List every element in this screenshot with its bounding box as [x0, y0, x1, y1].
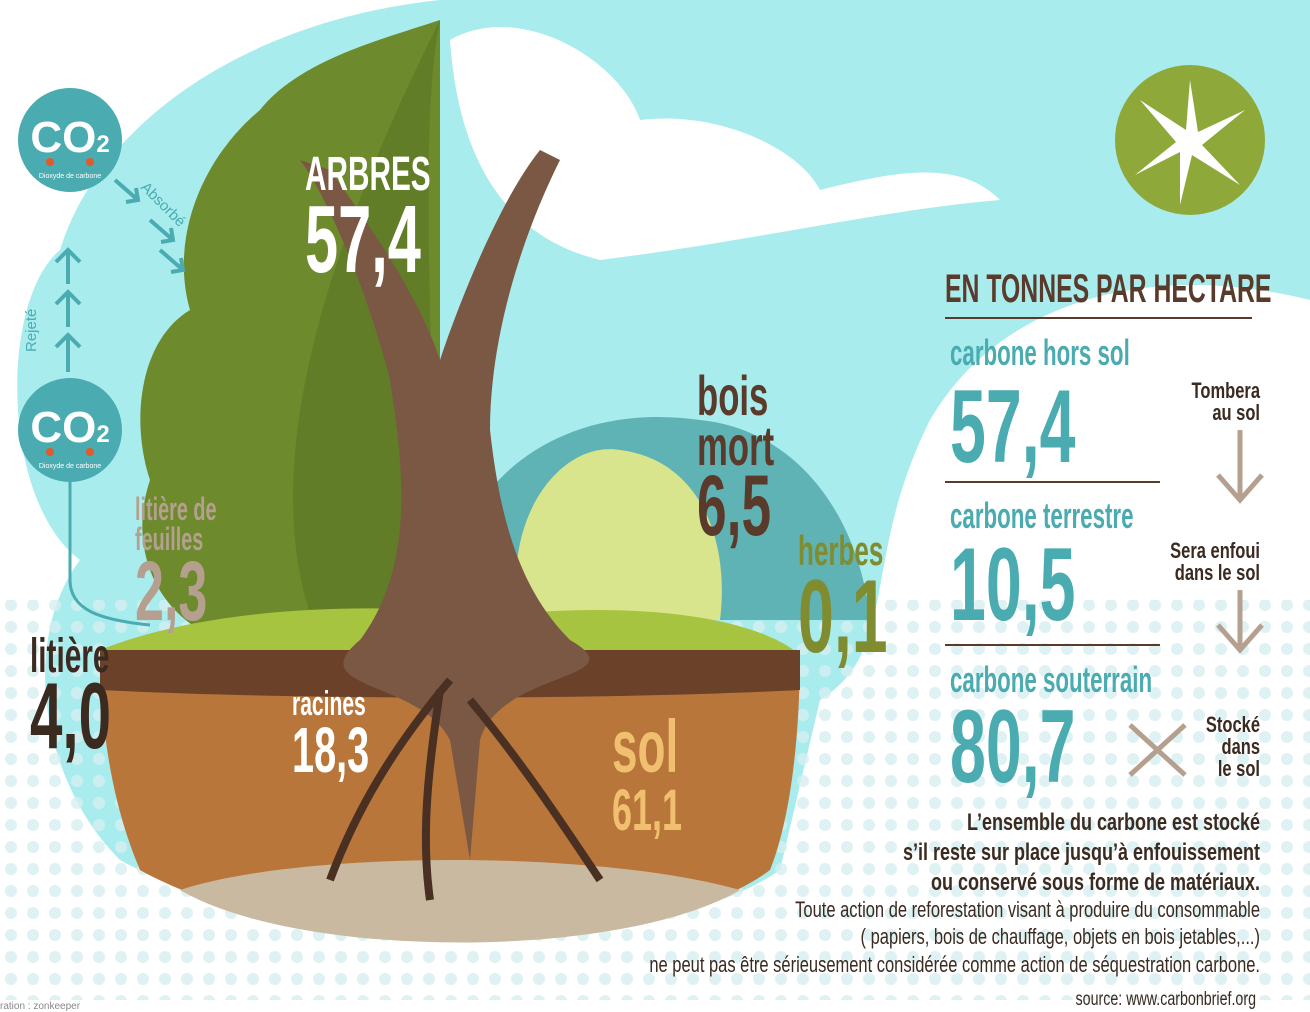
co2-caption: Dioxyde de carbone: [39, 173, 101, 180]
deadwood-value: 6,5: [697, 458, 771, 554]
summary-title: EN TONNES PAR HECTARE: [945, 267, 1271, 311]
deadwood-label: mort: [697, 415, 774, 478]
row-label: carbone hors sol: [950, 334, 1130, 374]
co2-symbol: CO: [30, 403, 96, 452]
row-label: carbone souterrain: [950, 661, 1152, 701]
co2-subscript: 2: [96, 131, 109, 158]
row-note: au sol: [1212, 401, 1260, 426]
row-value: 80,7: [950, 689, 1075, 804]
bold-line: L’ensemble du carbone est stocké: [967, 810, 1260, 836]
bold-line: ou conservé sous forme de matériaux.: [931, 870, 1260, 896]
connector: [68, 482, 151, 627]
released-label: Rejeté: [23, 309, 40, 352]
row-note: dans le sol: [1175, 561, 1260, 586]
credit: ration : zonkeeper: [0, 1001, 81, 1012]
co2-label: CO2: [30, 403, 109, 452]
row-note: Tombera: [1192, 379, 1261, 404]
litter-value: 4,0: [30, 663, 111, 769]
trunk: [300, 150, 590, 860]
co2-atom: [46, 448, 54, 456]
body-line: Toute action de reforestation visant à p…: [795, 898, 1260, 923]
cloud: [450, 27, 1000, 260]
row-note: dans: [1221, 735, 1260, 760]
litter-label: litière: [30, 630, 109, 683]
co2-bubble: [18, 88, 122, 192]
co2-atom: [46, 158, 54, 166]
row-note: le sol: [1218, 757, 1260, 782]
co2-subscript: 2: [96, 421, 109, 448]
trees-value: 57,4: [305, 185, 421, 292]
co2-bubble: [18, 378, 122, 482]
bush: [516, 449, 722, 620]
source: source: www.carbonbrief.org: [1076, 988, 1256, 1009]
soil: [100, 650, 800, 938]
soil-label: sol: [612, 706, 678, 789]
row-value: 57,4: [950, 369, 1075, 484]
row-value: 10,5: [950, 527, 1075, 642]
roots-value: 18,3: [292, 716, 369, 787]
row-note: Stocké: [1206, 713, 1260, 738]
body-line: ne peut pas être sérieusement considérée…: [649, 953, 1260, 978]
co2-caption: Dioxyde de carbone: [39, 463, 101, 470]
grass-label: herbes: [798, 528, 883, 575]
diag-arrows: [113, 178, 186, 274]
leaf-litter-value: 2,3: [135, 544, 207, 638]
leaf-litter-label: feuilles: [135, 521, 203, 557]
down-arrows: [1216, 430, 1264, 654]
trees-label: ARBRES: [305, 148, 431, 201]
roots-label: racines: [292, 684, 366, 722]
deadwood-label: bois: [697, 365, 768, 428]
co2-symbol: CO: [30, 113, 96, 162]
up-arrows: [54, 247, 82, 372]
row-note: Sera enfoui: [1170, 539, 1260, 564]
leaf-litter-label: litière de: [135, 491, 217, 527]
roots: [326, 677, 604, 901]
co2-atom: [86, 158, 94, 166]
co2-atom: [86, 448, 94, 456]
body-line: ( papiers, bois de chauffage, objets en …: [861, 925, 1260, 950]
bold-line: s’il reste sur place jusqu’à enfouisseme…: [903, 840, 1260, 866]
bedrock: [180, 860, 740, 943]
grass-value: 0,1: [798, 559, 888, 674]
cross-mark: [1128, 723, 1187, 777]
soil-value: 61,1: [612, 778, 682, 843]
badge-star: [1135, 80, 1245, 205]
row-label: carbone terrestre: [950, 497, 1134, 537]
co2-label: CO2: [30, 113, 109, 162]
